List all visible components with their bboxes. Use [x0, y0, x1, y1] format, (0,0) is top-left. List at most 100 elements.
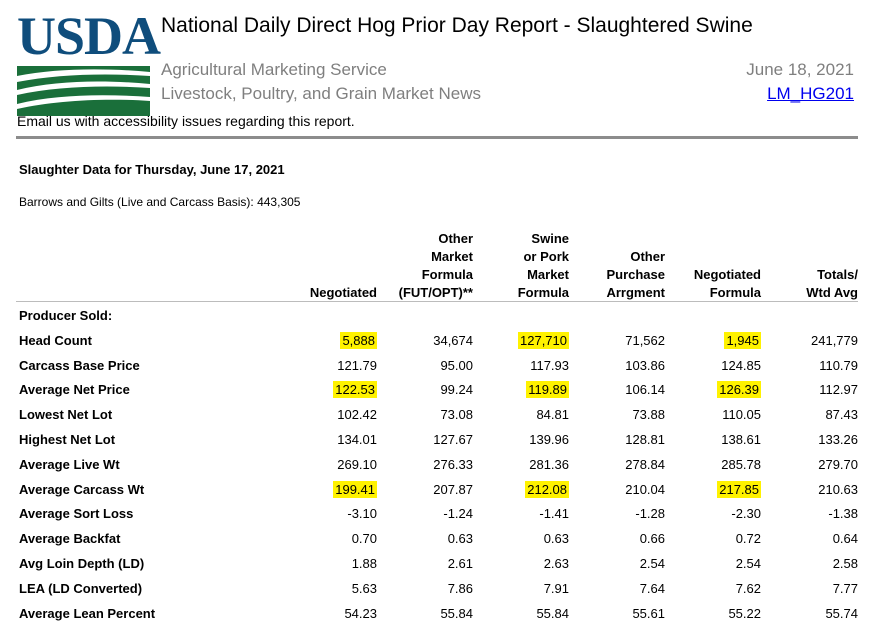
report-code-link[interactable]: LM_HG201 — [767, 84, 854, 103]
cell-value: 269.10 — [337, 456, 377, 472]
table-row: Head Count 5,888 34,674 127,710 71,562 1,945 2… — [0, 329, 878, 353]
highlighted-value: 119.89 — [526, 381, 569, 399]
usda-logo-text: USDA — [17, 6, 161, 66]
cell-value: 0.64 — [832, 531, 858, 547]
cell-value: 103.86 — [625, 357, 665, 373]
column-header-line: Purchase — [606, 267, 665, 282]
row-label: Carcass Base Price — [19, 357, 140, 373]
cell-value: 7.62 — [735, 580, 761, 596]
cell-value: 0.72 — [735, 531, 761, 547]
cell-value: 2.63 — [543, 556, 569, 571]
cell-value: 210.63 — [818, 481, 858, 497]
row-label: Avg Loin Depth (LD) — [19, 556, 145, 571]
table-cell: 110.79 — [738, 354, 858, 378]
table-row: LEA (LD Converted) 5.63 7.86 7.91 7.64 7.62 7.… — [0, 577, 878, 601]
table-row: Average Sort Loss -3.10 -1.24 -1.41 -1.28 -2.… — [0, 502, 878, 526]
table-cell: 279.70 — [738, 453, 858, 477]
table-cell: 84.81 — [449, 403, 569, 427]
table-cell: 7.64 — [545, 577, 665, 601]
table-row: Average Carcass Wt 199.41 207.87 212.08 210.… — [0, 478, 878, 502]
table-cell: 71,562 — [545, 329, 665, 353]
table-cell: 121.79 — [257, 354, 377, 378]
table-cell: 87.43 — [738, 403, 858, 427]
table-cell: 1.88 — [257, 552, 377, 576]
cell-value: 2.58 — [832, 556, 858, 571]
report-title: National Daily Direct Hog Prior Day Repo… — [161, 14, 753, 37]
table-cell: 134.01 — [257, 428, 377, 452]
cell-value: 128.81 — [625, 432, 665, 447]
table-cell: 1,945 — [641, 329, 761, 353]
table-cell: 2.54 — [641, 552, 761, 576]
table-cell: -1.24 — [353, 502, 473, 526]
table-cell: 2.61 — [353, 552, 473, 576]
cell-value: 7.86 — [447, 580, 473, 596]
cell-value: 281.36 — [529, 456, 569, 472]
table-cell: 122.53 — [257, 378, 377, 402]
cell-value: 2.61 — [447, 556, 473, 571]
highlighted-value: 127,710 — [518, 331, 569, 349]
column-header-line: Formula — [517, 285, 569, 300]
table-cell: 210.63 — [738, 478, 858, 502]
table-cell: 133.26 — [738, 428, 858, 452]
cell-value: 55.74 — [825, 605, 858, 621]
column-header-line: Arrgment — [606, 285, 665, 300]
table-cell: 269.10 — [257, 453, 377, 477]
table-cell: 119.89 — [449, 378, 569, 402]
row-label: Average Net Price — [19, 382, 130, 398]
table-cell: 55.22 — [641, 602, 761, 626]
table-cell: -1.38 — [738, 502, 858, 526]
table-row: Average Lean Percent 54.23 55.84 55.84 55.61… — [0, 602, 878, 626]
table-cell: 112.97 — [738, 378, 858, 402]
table-cell: 110.05 — [641, 403, 761, 427]
table-cell: 199.41 — [257, 478, 377, 502]
highlighted-value: 217.85 — [717, 480, 761, 498]
cell-value: 71,562 — [625, 332, 665, 348]
table-cell: 0.72 — [641, 527, 761, 551]
usda-logo-waves — [17, 66, 150, 116]
cell-value: 55.22 — [728, 605, 761, 621]
cell-value: 106.14 — [625, 382, 665, 398]
table-cell: 55.74 — [738, 602, 858, 626]
row-label: LEA (LD Converted) — [19, 580, 143, 596]
table-cell: -2.30 — [641, 502, 761, 526]
table-cell: 55.61 — [545, 602, 665, 626]
table-cell: -1.28 — [545, 502, 665, 526]
table-row: Highest Net Lot 134.01 127.67 139.96 128.81 1… — [0, 428, 878, 452]
cell-value: -1.41 — [539, 506, 569, 522]
cell-value: 73.88 — [632, 407, 665, 423]
cell-value: 87.43 — [825, 407, 858, 423]
table-cell: 278.84 — [545, 453, 665, 477]
column-header-line: or Pork — [523, 249, 569, 264]
column-header-line: Swine — [531, 231, 569, 246]
table-header-divider — [16, 301, 858, 302]
table-row: Carcass Base Price 121.79 95.00 117.93 103.8… — [0, 354, 878, 378]
cell-value: 278.84 — [625, 456, 665, 472]
highlighted-value: 126.39 — [717, 381, 761, 399]
table-cell: 55.84 — [449, 602, 569, 626]
table-cell: 7.86 — [353, 577, 473, 601]
table-cell: 102.42 — [257, 403, 377, 427]
table-cell: 124.85 — [641, 354, 761, 378]
cell-value: -1.28 — [635, 506, 665, 522]
table-cell: 103.86 — [545, 354, 665, 378]
agency-name: Agricultural Marketing Service — [161, 60, 387, 79]
cell-value: 0.63 — [447, 531, 473, 547]
cell-value: 0.63 — [543, 531, 569, 547]
table-cell: 73.08 — [353, 403, 473, 427]
table-cell: 276.33 — [353, 453, 473, 477]
table-cell: 95.00 — [353, 354, 473, 378]
column-header: Other Purchase Arrgment — [545, 224, 665, 302]
group-row: Producer Sold: — [0, 304, 878, 328]
column-header-line: Negotiated — [693, 267, 761, 282]
cell-value: 5.63 — [351, 580, 377, 596]
row-label: Average Backfat — [19, 531, 121, 547]
cell-value: 276.33 — [433, 456, 473, 472]
accessibility-email-note[interactable]: Email us with accessibility issues regar… — [17, 113, 355, 129]
table-cell: 128.81 — [545, 428, 665, 452]
cell-value: 84.81 — [536, 407, 569, 423]
table-cell: 127.67 — [353, 428, 473, 452]
cell-value: -1.24 — [443, 506, 473, 522]
table-cell: 210.04 — [545, 478, 665, 502]
column-header: Totals/Wtd Avg — [738, 224, 858, 302]
table-cell: 2.63 — [449, 552, 569, 576]
